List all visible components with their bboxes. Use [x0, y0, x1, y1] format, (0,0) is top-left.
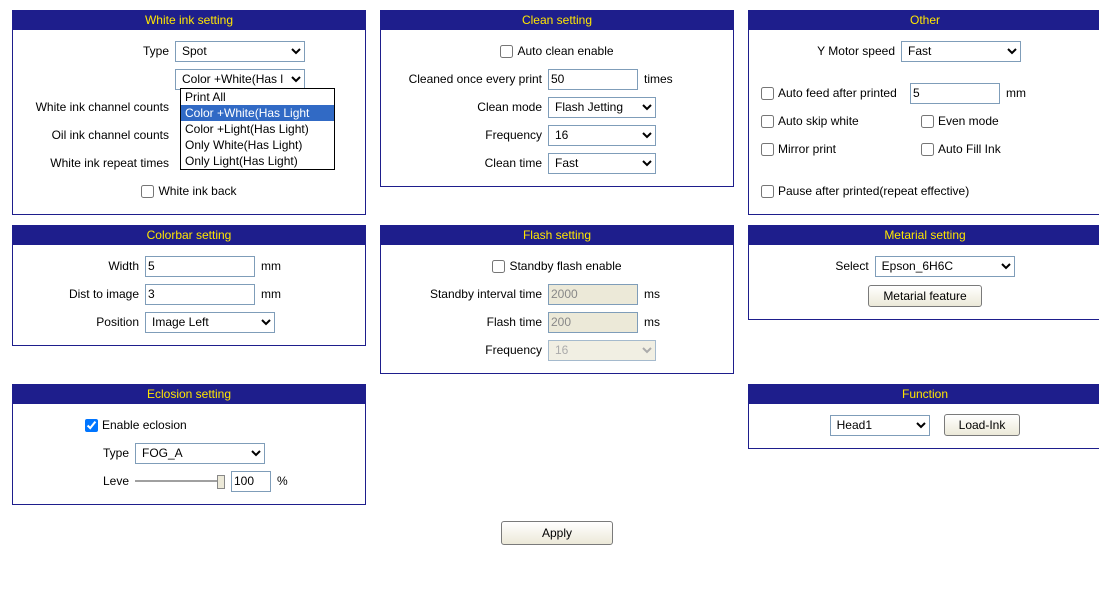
auto-clean-label: Auto clean enable	[517, 44, 613, 58]
material-select[interactable]: Epson_6H6C	[875, 256, 1015, 277]
white-ink-back-label: White ink back	[158, 184, 236, 198]
autofeed-unit: mm	[1000, 86, 1026, 100]
once-label: Cleaned once every print	[393, 72, 548, 86]
flash-title: Flash setting	[381, 226, 733, 245]
load-ink-button[interactable]: Load-Ink	[944, 414, 1021, 436]
oil-channel-label: Oil ink channel counts	[25, 128, 175, 142]
autofeed-input[interactable]	[910, 83, 1000, 104]
flash-panel: Flash setting Standby flash enable Stand…	[380, 225, 734, 374]
white-ink-panel: White ink setting Type Spot Color +White…	[12, 10, 366, 215]
white-channel-label: White ink channel counts	[25, 100, 175, 114]
width-unit: mm	[255, 259, 281, 273]
dist-label: Dist to image	[25, 287, 145, 301]
dist-input[interactable]	[145, 284, 255, 305]
clean-time-select[interactable]: Fast	[548, 153, 656, 174]
ymotor-select[interactable]: Fast	[901, 41, 1021, 62]
width-input[interactable]	[145, 256, 255, 277]
dropdown-option[interactable]: Only White(Has Light)	[181, 137, 334, 153]
clean-title: Clean setting	[381, 11, 733, 30]
interval-label: Standby interval time	[393, 287, 548, 301]
once-unit: times	[638, 72, 673, 86]
clean-freq-select[interactable]: 16	[548, 125, 656, 146]
autofill-checkbox[interactable]	[921, 143, 934, 156]
function-title: Function	[749, 385, 1099, 404]
clean-mode-label: Clean mode	[393, 100, 548, 114]
mirror-checkbox[interactable]	[761, 143, 774, 156]
interval-input	[548, 284, 638, 305]
pause-label: Pause after printed(repeat effective)	[778, 184, 969, 198]
eclosion-level-label: Leve	[25, 474, 135, 488]
dropdown-open-list[interactable]: Print AllColor +White(Has LightColor +Li…	[180, 88, 335, 170]
standby-label: Standby flash enable	[509, 259, 621, 273]
mirror-label: Mirror print	[778, 142, 836, 156]
clean-panel: Clean setting Auto clean enable Cleaned …	[380, 10, 734, 187]
eclosion-title: Eclosion setting	[13, 385, 365, 404]
autofill-label: Auto Fill Ink	[938, 142, 1001, 156]
other-title: Other	[749, 11, 1099, 30]
colorbar-title: Colorbar setting	[13, 226, 365, 245]
material-select-label: Select	[835, 259, 874, 273]
flash-time-input	[548, 312, 638, 333]
clean-freq-label: Frequency	[393, 128, 548, 142]
eclosion-enable-label: Enable eclosion	[102, 418, 187, 432]
eclosion-panel: Eclosion setting Enable eclosion Type FO…	[12, 384, 366, 505]
autoskip-checkbox[interactable]	[761, 115, 774, 128]
position-select[interactable]: Image Left	[145, 312, 275, 333]
flash-time-unit: ms	[638, 315, 660, 329]
eclosion-slider[interactable]	[135, 473, 225, 489]
eclosion-type-label: Type	[25, 446, 135, 460]
other-panel: Other Y Motor speed Fast Auto feed after…	[748, 10, 1099, 215]
material-panel: Metarial setting Select Epson_6H6C Metar…	[748, 225, 1099, 320]
eclosion-type-select[interactable]: FOG_A	[135, 443, 265, 464]
dropdown-option[interactable]: Only Light(Has Light)	[181, 153, 334, 169]
position-label: Position	[25, 315, 145, 329]
dist-unit: mm	[255, 287, 281, 301]
interval-unit: ms	[638, 287, 660, 301]
once-input[interactable]	[548, 69, 638, 90]
standby-checkbox[interactable]	[492, 260, 505, 273]
material-feature-button[interactable]: Metarial feature	[868, 285, 981, 307]
eclosion-level-input[interactable]	[231, 471, 271, 492]
ymotor-label: Y Motor speed	[761, 44, 901, 58]
dropdown-option[interactable]: Color +Light(Has Light)	[181, 121, 334, 137]
type-label: Type	[25, 44, 175, 58]
clean-mode-select[interactable]: Flash Jetting	[548, 97, 656, 118]
autofeed-checkbox[interactable]	[761, 87, 774, 100]
pause-checkbox[interactable]	[761, 185, 774, 198]
dropdown-option[interactable]: Print All	[181, 89, 334, 105]
eclosion-level-unit: %	[271, 474, 288, 488]
flash-freq-select: 16	[548, 340, 656, 361]
dropdown-option[interactable]: Color +White(Has Light	[181, 105, 334, 121]
white-ink-title: White ink setting	[13, 11, 365, 30]
repeat-label: White ink repeat times	[25, 156, 175, 170]
even-checkbox[interactable]	[921, 115, 934, 128]
autofeed-label: Auto feed after printed	[778, 86, 910, 100]
width-label: Width	[25, 259, 145, 273]
apply-button[interactable]: Apply	[501, 521, 613, 545]
head-select[interactable]: Head1	[830, 415, 930, 436]
flash-freq-label: Frequency	[393, 343, 548, 357]
autoskip-label: Auto skip white	[778, 114, 859, 128]
eclosion-enable-checkbox[interactable]	[85, 419, 98, 432]
even-label: Even mode	[938, 114, 999, 128]
flash-time-label: Flash time	[393, 315, 548, 329]
function-panel: Function Head1 Load-Ink	[748, 384, 1099, 449]
material-title: Metarial setting	[749, 226, 1099, 245]
white-ink-back-checkbox[interactable]	[141, 185, 154, 198]
type-select[interactable]: Spot	[175, 41, 305, 62]
colorbar-panel: Colorbar setting Width mm Dist to image …	[12, 225, 366, 346]
auto-clean-checkbox[interactable]	[500, 45, 513, 58]
clean-time-label: Clean time	[393, 156, 548, 170]
secondary-select[interactable]: Color +White(Has l	[175, 69, 305, 90]
